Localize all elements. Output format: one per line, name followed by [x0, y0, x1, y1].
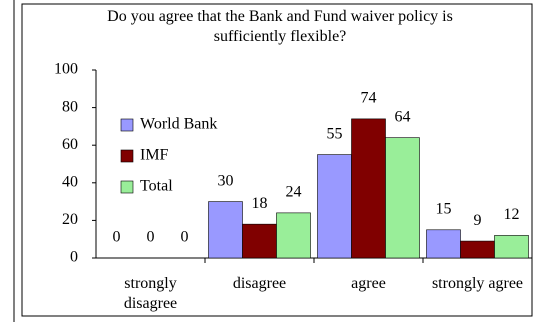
y-tick-label: 80 — [62, 98, 78, 115]
legend-label: Total — [140, 178, 173, 195]
value-label: 0 — [113, 229, 121, 246]
x-tick-label: strongly disagree — [123, 275, 178, 312]
bar — [208, 201, 243, 259]
y-tick-label: 20 — [62, 211, 78, 228]
y-tick-label: 100 — [54, 61, 78, 78]
bar — [276, 212, 311, 259]
legend-swatch — [120, 118, 134, 132]
chart-frame — [21, 3, 533, 317]
value-label: 74 — [361, 90, 377, 107]
bar — [494, 235, 529, 259]
bar — [351, 118, 386, 259]
y-tick-label: 0 — [70, 249, 78, 266]
value-label: 24 — [286, 184, 302, 201]
value-label: 55 — [327, 125, 343, 142]
bar — [460, 240, 495, 259]
y-tick-label: 60 — [62, 136, 78, 153]
value-label: 12 — [504, 206, 520, 223]
bar — [317, 154, 352, 259]
x-tick-label: agree — [351, 275, 386, 292]
legend-swatch — [120, 149, 134, 163]
value-label: 0 — [147, 229, 155, 246]
y-tick-label: 40 — [62, 173, 78, 190]
value-label: 9 — [474, 212, 482, 229]
value-label: 15 — [436, 200, 452, 217]
bar — [426, 229, 461, 259]
x-tick-label: disagree — [232, 275, 287, 292]
legend-label: IMF — [140, 147, 169, 164]
value-label: 18 — [252, 195, 268, 212]
value-label: 64 — [395, 108, 411, 125]
x-tick-label: strongly agree — [431, 275, 524, 292]
chart-title: Do you agree that the Bank and Fund waiv… — [107, 8, 453, 45]
legend-swatch — [120, 180, 134, 194]
legend-label: World Bank — [140, 116, 217, 133]
value-label: 0 — [181, 229, 189, 246]
bar — [385, 137, 420, 259]
bar — [242, 223, 277, 259]
value-label: 30 — [218, 172, 234, 189]
